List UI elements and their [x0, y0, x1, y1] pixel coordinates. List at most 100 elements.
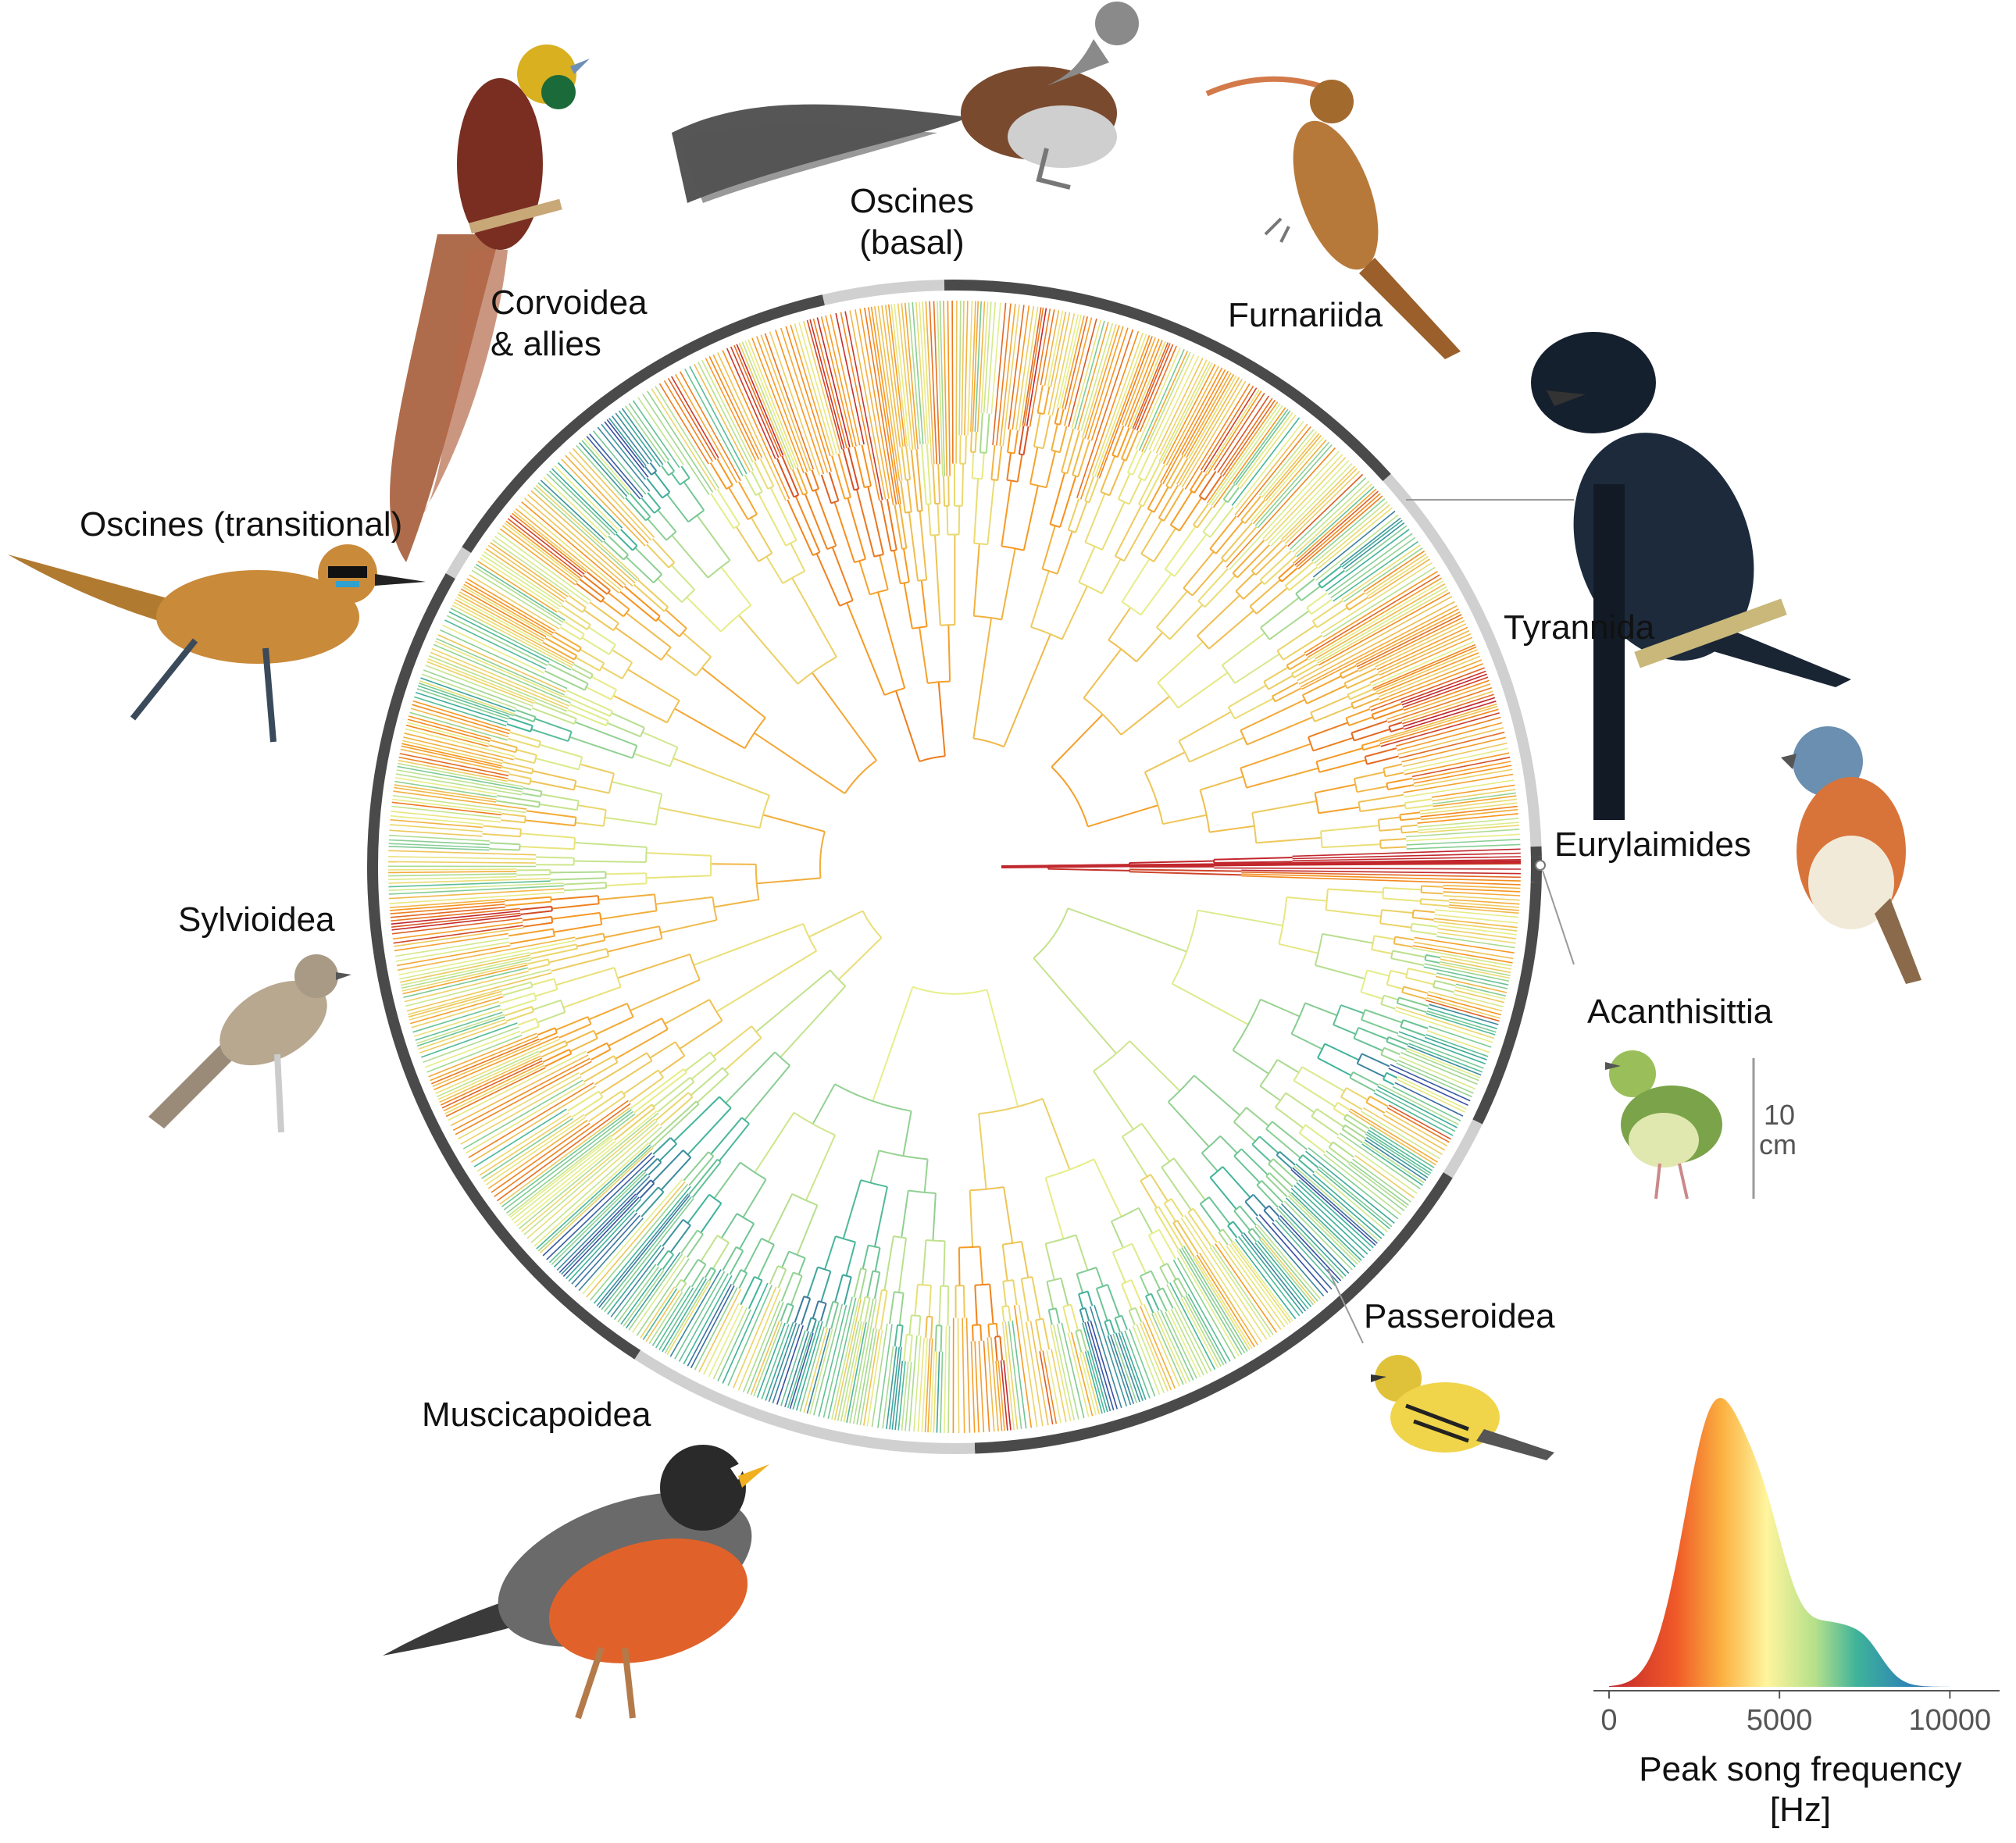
tree-internal-branch [1149, 1235, 1165, 1265]
tree-internal-branch [980, 413, 983, 452]
tree-internal-branch [1400, 812, 1420, 815]
tree-internal-branch [1381, 1055, 1397, 1062]
tree-internal-arc [1129, 1308, 1136, 1310]
tree-internal-arc [612, 690, 616, 700]
tree-internal-branch [658, 510, 676, 532]
tree-internal-branch [666, 654, 696, 676]
tree-tip-branch [494, 1100, 629, 1196]
tree-internal-branch [1209, 826, 1254, 832]
tree-internal-branch [896, 691, 919, 762]
tree-tip-branch [1170, 1283, 1215, 1370]
tree-internal-branch [1362, 740, 1379, 746]
tree-internal-arc [1316, 761, 1319, 772]
tree-internal-branch [927, 444, 931, 504]
tree-internal-branch [1405, 799, 1433, 803]
tree-internal-branch [1076, 501, 1086, 533]
tree-internal-arc [683, 1150, 691, 1157]
tree-internal-branch [1004, 1187, 1012, 1243]
tree-internal-arc [577, 801, 579, 811]
tree-internal-branch [929, 504, 931, 536]
tree-internal-arc [905, 512, 912, 513]
tree-internal-branch [1233, 1221, 1243, 1233]
tree-tip-branch [1388, 688, 1492, 722]
tree-internal-branch [1141, 574, 1172, 615]
tree-internal-arc [741, 1270, 748, 1273]
tree-internal-branch [793, 469, 803, 495]
tree-internal-branch [763, 815, 825, 832]
tree-internal-branch [1220, 1136, 1237, 1153]
tree-internal-branch [1157, 591, 1187, 627]
tree-internal-branch [1302, 1067, 1344, 1091]
tree-tip-branch [1183, 1296, 1221, 1367]
tree-internal-branch [688, 1195, 710, 1224]
tree-internal-branch [1412, 924, 1438, 927]
tree-internal-arc [1365, 757, 1367, 765]
tree-internal-branch [1322, 934, 1373, 943]
tree-internal-arc [1165, 1199, 1172, 1203]
tree-internal-branch [1333, 1142, 1354, 1157]
tree-internal-branch [939, 682, 945, 756]
tree-internal-branch [1325, 1044, 1359, 1061]
grassbird-illustration [148, 954, 351, 1132]
tree-internal-branch [1266, 1129, 1301, 1158]
tree-internal-branch [1129, 861, 1214, 864]
tree-internal-arc [534, 755, 537, 763]
tree-internal-branch [1060, 426, 1067, 452]
tree-internal-arc [1359, 802, 1361, 811]
tree-internal-branch [1354, 772, 1385, 779]
tree-internal-arc [1400, 1020, 1403, 1027]
tree-internal-arc [1003, 1280, 1013, 1282]
tree-tip-branch [1051, 312, 1065, 387]
tree-internal-arc [1292, 674, 1294, 678]
tree-internal-arc [872, 1271, 880, 1273]
clade-label-oscines-basal: Oscines (basal) [850, 181, 974, 264]
tree-tip-branch [512, 513, 587, 572]
tree-internal-branch [655, 897, 712, 904]
tree-internal-branch [647, 853, 712, 856]
tree-internal-branch [1033, 958, 1116, 1053]
tree-internal-branch [964, 1285, 965, 1317]
tree-internal-branch [875, 1290, 882, 1329]
tree-internal-branch [740, 1224, 754, 1249]
tree-internal-branch [757, 878, 821, 883]
tree-internal-branch [739, 615, 798, 684]
tree-internal-arc [1036, 1319, 1043, 1321]
tree-internal-branch [890, 1292, 894, 1324]
tree-internal-branch [1341, 1097, 1362, 1110]
tree-internal-branch [1254, 1195, 1266, 1209]
phylogenetic-tree [388, 301, 1521, 1433]
tree-internal-branch [532, 979, 555, 985]
tree-internal-branch [1129, 1310, 1135, 1325]
tree-internal-arc [1051, 451, 1060, 453]
tree-internal-branch [1154, 487, 1169, 512]
tree-internal-branch [1159, 1230, 1176, 1259]
tree-internal-branch [1090, 478, 1099, 502]
tree-internal-branch [1413, 918, 1434, 920]
tree-internal-arc [530, 725, 533, 732]
tree-internal-branch [683, 633, 711, 657]
tree-internal-branch [587, 1043, 607, 1053]
tree-internal-branch [1252, 540, 1283, 571]
tree-tip-branch [1351, 1109, 1438, 1162]
tree-internal-branch [974, 479, 978, 544]
tree-internal-branch [689, 1160, 718, 1195]
density-area [1609, 1398, 1984, 1687]
tree-internal-branch [1353, 1072, 1379, 1085]
tree-internal-branch [971, 432, 972, 452]
tree-internal-arc [1276, 1093, 1286, 1107]
tree-internal-arc [1433, 981, 1435, 987]
tree-internal-branch [648, 493, 660, 508]
tree-internal-branch [1013, 1280, 1017, 1305]
tree-internal-branch [715, 1163, 740, 1199]
tree-internal-branch [962, 464, 963, 506]
tree-internal-branch [1318, 1058, 1351, 1076]
tree-internal-arc [1122, 1280, 1131, 1284]
tree-internal-arc [1233, 1000, 1261, 1050]
tree-internal-branch [987, 989, 1019, 1107]
tree-internal-branch [680, 1021, 722, 1049]
tree-internal-arc [1383, 768, 1385, 776]
tree-internal-arc [959, 1246, 980, 1247]
tree-internal-arc [811, 1318, 816, 1320]
tree-internal-branch [1055, 408, 1059, 423]
